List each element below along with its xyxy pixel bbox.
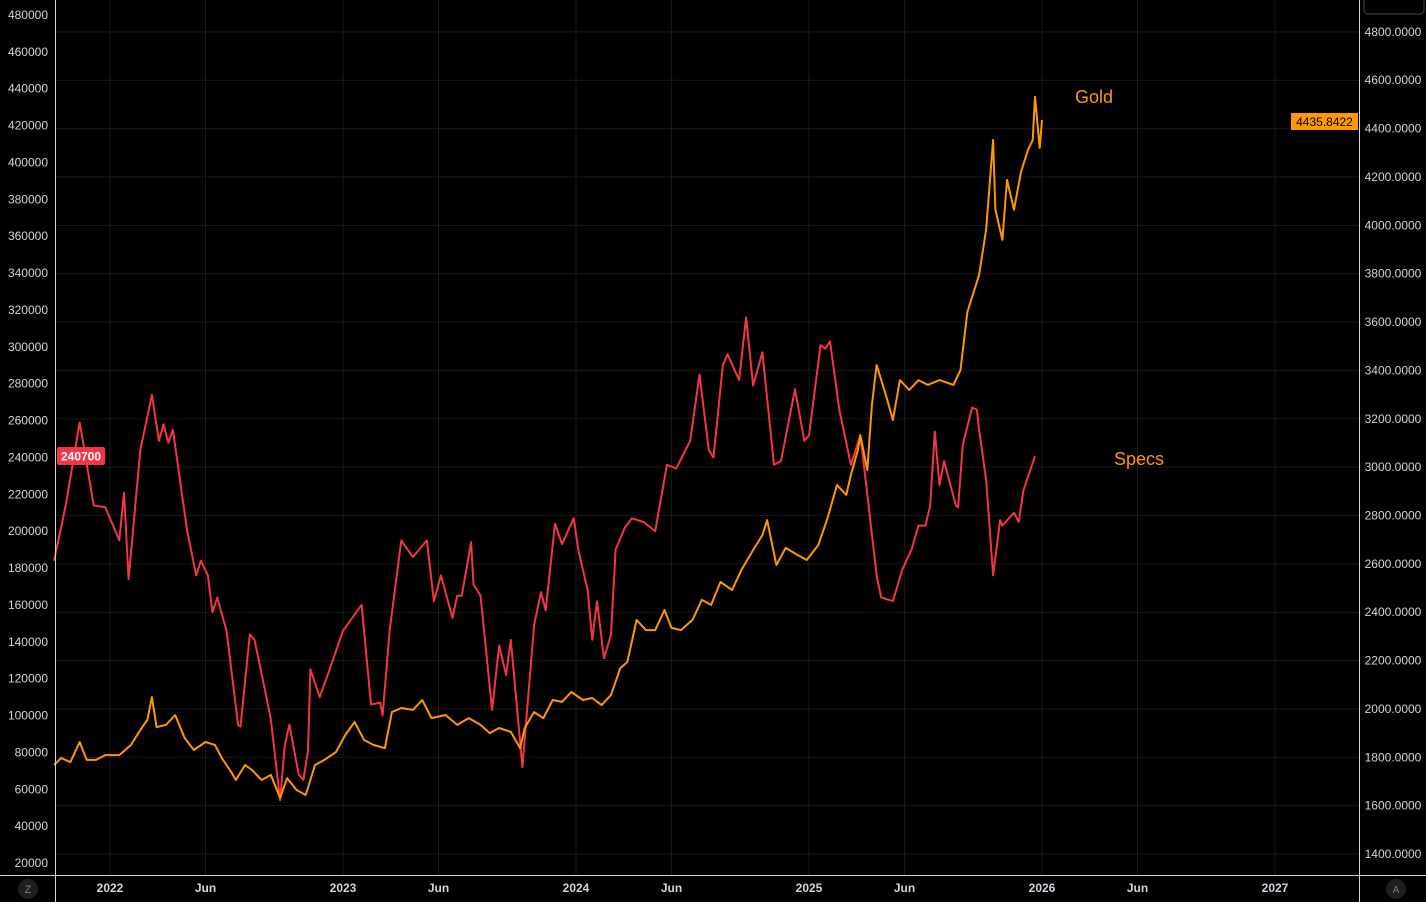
time-tick-label: Jun [195,881,216,895]
z-button-label[interactable]: Z [25,884,32,896]
left-tick-label: 300000 [8,340,48,354]
right-tick-label: 3800.0000 [1365,267,1422,281]
left-tick-label: 200000 [8,524,48,538]
series-lines [53,95,1043,802]
a-button-label[interactable]: A [1393,885,1400,896]
left-tick-label: 340000 [8,266,48,280]
specs-last-value: 240700 [61,450,101,464]
right-tick-label: 2600.0000 [1365,557,1422,571]
left-tick-label: 260000 [8,414,48,428]
right-tick-label: 3600.0000 [1365,315,1422,329]
left-tick-label: 140000 [8,635,48,649]
specs-label: Specs [1114,449,1164,469]
right-tick-label: 2200.0000 [1365,654,1422,668]
left-tick-label: 20000 [15,856,49,870]
specs-annotation: Specs [1114,449,1164,469]
left-tick-label: 40000 [15,819,49,833]
gold-label: Gold [1075,87,1113,107]
left-tick-label: 120000 [8,672,48,686]
left-tick-label: 220000 [8,487,48,501]
time-axis[interactable]: 2022 Jun 2023 Jun 2024 Jun 2025 Jun 2026 Jun 2027 [97,881,1289,895]
time-tick-label: Jun [1127,881,1148,895]
left-tick-label: 320000 [8,303,48,317]
left-last-value: 240700 [57,447,105,465]
right-tick-label: 3200.0000 [1365,412,1422,426]
right-tick-label: 2000.0000 [1365,702,1422,716]
left-tick-label: 380000 [8,192,48,206]
gold-annotation: Gold [1075,87,1113,107]
left-tick-label: 60000 [15,782,49,796]
right-tick-label: 3000.0000 [1365,460,1422,474]
time-tick-label: 2024 [563,881,590,895]
right-tick-label: 4400.0000 [1365,122,1422,136]
right-tick-label: 4200.0000 [1365,170,1422,184]
right-tick-label: 4000.0000 [1365,218,1422,232]
left-tick-label: 360000 [8,229,48,243]
time-tick-label: 2022 [97,881,124,895]
right-last-value: 4435.8422 [1291,113,1358,130]
right-tick-label: 2400.0000 [1365,605,1422,619]
left-tick-label: 400000 [8,155,48,169]
left-tick-label: 80000 [15,745,49,759]
gold-series-line [53,95,1043,799]
right-tick-label: 1400.0000 [1365,847,1422,861]
grid [55,0,1359,875]
left-tick-label: 240000 [8,450,48,464]
right-tick-label: 2800.0000 [1365,508,1422,522]
right-price-axis[interactable]: 4800.0000 4600.0000 4400.0000 4200.0000 4000… [1365,25,1422,861]
left-tick-label: 160000 [8,598,48,612]
left-tick-label: 480000 [8,8,48,22]
specs-series-line [53,316,1036,802]
time-tick-label: Jun [894,881,915,895]
right-tick-label: 1800.0000 [1365,750,1422,764]
specs-last-value-badge [57,447,105,465]
right-tick-label: 4600.0000 [1365,73,1422,87]
left-tick-label: 440000 [8,82,48,96]
left-tick-label: 460000 [8,45,48,59]
time-tick-label: 2027 [1262,881,1289,895]
left-tick-label: 100000 [8,709,48,723]
a-button-bg[interactable] [1386,879,1406,899]
auto-scale-button[interactable]: A [1386,879,1406,899]
interval-selector[interactable] [1363,0,1425,15]
gold-last-value-badge [1291,113,1358,130]
left-price-axis[interactable]: 480000 460000 440000 420000 400000 380000 3600… [8,8,48,870]
time-tick-label: 2025 [796,881,823,895]
time-tick-label: 2026 [1029,881,1056,895]
time-tick-label: Jun [428,881,449,895]
gold-last-value: 4435.8422 [1296,115,1353,129]
left-tick-label: 420000 [8,119,48,133]
z-button-bg[interactable] [18,879,38,899]
time-tick-label: Jun [661,881,682,895]
right-tick-label: 4800.0000 [1365,25,1422,39]
left-tick-label: 180000 [8,561,48,575]
right-tick-label: 1600.0000 [1365,799,1422,813]
left-tick-label: 280000 [8,377,48,391]
right-tick-label: 3400.0000 [1365,363,1422,377]
timezone-button[interactable]: Z [18,879,38,899]
time-tick-label: 2023 [330,881,357,895]
